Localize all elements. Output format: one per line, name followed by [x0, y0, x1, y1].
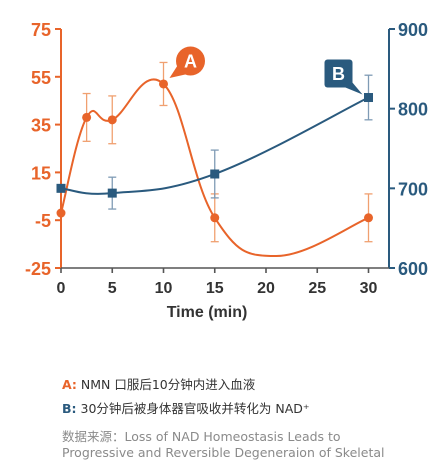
left-tick-label: 55 — [31, 68, 51, 88]
series-b-line — [60, 96, 369, 195]
right-tick-label: 900 — [398, 20, 428, 40]
x-tick-label: 10 — [155, 280, 173, 297]
left-tick-label: 15 — [31, 163, 51, 183]
left-tick-label: 35 — [31, 116, 51, 136]
left-tick-label: 75 — [31, 20, 51, 40]
note-a-text: NMN 口服后10分钟内进入血液 — [76, 377, 256, 392]
source-citation: 数据来源：Loss of NAD Homeostasis Leads to Pr… — [62, 429, 384, 461]
data-markers — [56, 79, 373, 223]
series-b-point — [364, 93, 373, 103]
error-bars — [82, 61, 373, 243]
callout-b-badge — [324, 59, 353, 88]
series-b-point — [56, 183, 66, 193]
note-b-text: 30分钟后被身体器官吸收并转化为 NAD⁺ — [76, 401, 310, 416]
note-b: B: 30分钟后被身体器官吸收并转化为 NAD⁺ — [62, 398, 310, 417]
series-a-point — [56, 208, 66, 218]
right-tick-label: 700 — [398, 179, 428, 199]
axis-labels: 75 55 35 15 -5 -25 900 800 700 600 0 5 10 15 20 25 30 Tim… — [25, 20, 428, 321]
axes — [55, 28, 395, 273]
series-a-point — [107, 115, 117, 125]
left-tick-label: -25 — [25, 259, 51, 279]
right-tick-label: 600 — [398, 259, 428, 279]
callout-a-badge — [176, 46, 205, 76]
x-tick-label: 0 — [57, 280, 66, 297]
note-b-key: B: — [62, 401, 77, 416]
x-tick-label: 30 — [360, 280, 378, 297]
x-tick-label: 20 — [257, 280, 275, 297]
note-a: A: NMN 口服后10分钟内进入血液 — [62, 374, 255, 393]
series-b-point — [210, 169, 220, 179]
right-tick-label: 800 — [398, 100, 428, 120]
callout-a-pointer — [169, 63, 188, 78]
x-tick-label: 5 — [108, 280, 117, 297]
x-tick-label: 25 — [308, 280, 326, 297]
series-a-point — [82, 112, 92, 122]
source-line-1: 数据来源：Loss of NAD Homeostasis Leads to — [62, 429, 341, 444]
series-a-point — [210, 213, 220, 223]
x-axis-label: Time (min) — [167, 304, 248, 321]
series-b-point — [107, 188, 117, 198]
series-a-point — [159, 79, 168, 89]
left-tick-label: -5 — [35, 211, 51, 231]
series-a-point — [364, 213, 373, 223]
callouts: AB — [169, 46, 363, 95]
callout-b-label: B — [332, 64, 345, 84]
source-line-2: Progressive and Reversible Degeneraion o… — [62, 445, 385, 460]
x-tick-label: 15 — [206, 280, 224, 297]
note-a-key: A: — [62, 377, 77, 392]
callout-a-label: A — [184, 51, 197, 71]
